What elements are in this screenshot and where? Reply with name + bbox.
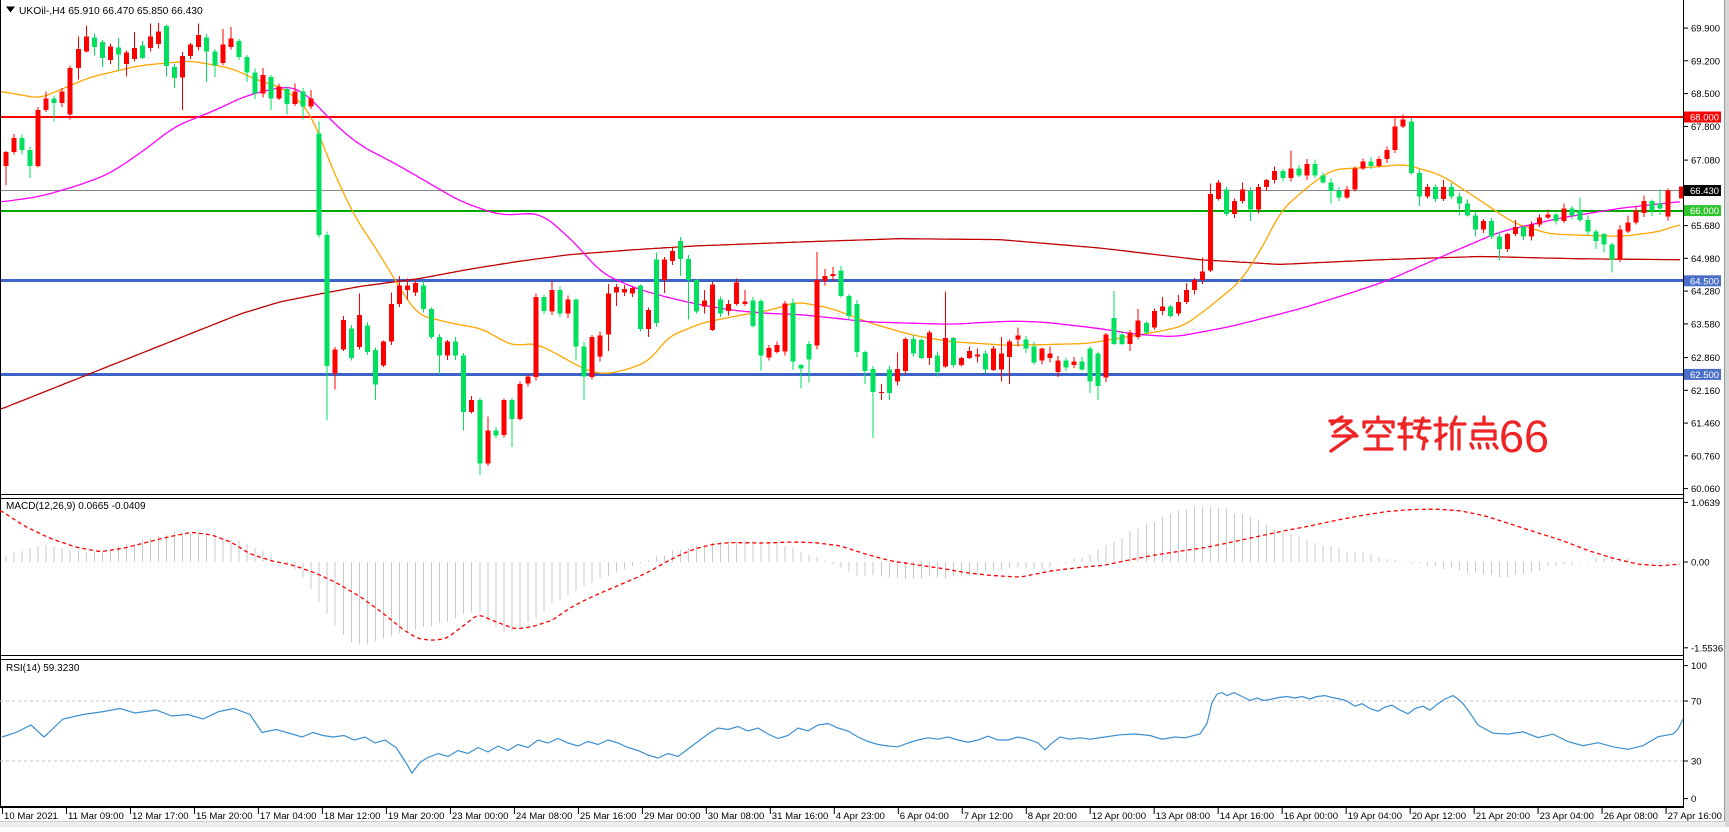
svg-text:23 Apr 04:00: 23 Apr 04:00: [1540, 811, 1594, 822]
svg-text:67.800: 67.800: [1691, 122, 1720, 133]
svg-text:26 Apr 08:00: 26 Apr 08:00: [1604, 811, 1658, 822]
svg-text:17 Mar 04:00: 17 Mar 04:00: [260, 811, 317, 822]
svg-text:62.500: 62.500: [1690, 370, 1719, 381]
svg-text:UKOil-,H4 65.910 66.470 65.85: UKOil-,H4 65.910 66.470 65.850 66.430: [19, 6, 203, 17]
svg-text:10 Mar 2021: 10 Mar 2021: [4, 811, 58, 822]
svg-text:12 Apr 00:00: 12 Apr 00:00: [1092, 811, 1146, 822]
svg-text:8 Apr 20:00: 8 Apr 20:00: [1028, 811, 1077, 822]
svg-text:19 Apr 04:00: 19 Apr 04:00: [1348, 811, 1402, 822]
svg-text:61.460: 61.460: [1691, 419, 1720, 430]
svg-text:69.200: 69.200: [1691, 56, 1720, 67]
svg-text:21 Apr 20:00: 21 Apr 20:00: [1476, 811, 1530, 822]
svg-text:62.160: 62.160: [1691, 386, 1720, 397]
svg-text:64.280: 64.280: [1691, 287, 1720, 298]
svg-text:14 Apr 16:00: 14 Apr 16:00: [1220, 811, 1274, 822]
svg-text:67.080: 67.080: [1691, 156, 1720, 167]
svg-text:60.060: 60.060: [1691, 484, 1720, 495]
svg-text:19 Mar 20:00: 19 Mar 20:00: [388, 811, 445, 822]
svg-text:25 Mar 16:00: 25 Mar 16:00: [580, 811, 637, 822]
svg-text:27 Apr 16:00: 27 Apr 16:00: [1668, 811, 1722, 822]
svg-text:30 Mar 08:00: 30 Mar 08:00: [708, 811, 765, 822]
svg-text:0: 0: [1691, 794, 1696, 805]
svg-text:6 Apr 04:00: 6 Apr 04:00: [900, 811, 949, 822]
svg-text:20 Apr 12:00: 20 Apr 12:00: [1412, 811, 1466, 822]
svg-text:64.500: 64.500: [1690, 276, 1719, 287]
svg-text:31 Mar 16:00: 31 Mar 16:00: [772, 811, 829, 822]
svg-text:4 Apr 23:00: 4 Apr 23:00: [836, 811, 885, 822]
svg-text:100: 100: [1691, 661, 1707, 672]
svg-text:29 Mar 00:00: 29 Mar 00:00: [644, 811, 701, 822]
svg-text:0.00: 0.00: [1691, 558, 1710, 569]
svg-text:65.680: 65.680: [1691, 221, 1720, 232]
svg-text:7 Apr 12:00: 7 Apr 12:00: [964, 811, 1013, 822]
svg-text:63.580: 63.580: [1691, 319, 1720, 330]
svg-text:66.430: 66.430: [1690, 186, 1719, 197]
svg-text:11 Mar 09:00: 11 Mar 09:00: [68, 811, 124, 822]
svg-text:30: 30: [1691, 757, 1702, 768]
svg-text:1.0639: 1.0639: [1691, 498, 1720, 509]
svg-text:60.760: 60.760: [1691, 451, 1720, 462]
svg-text:12 Mar 17:00: 12 Mar 17:00: [132, 811, 189, 822]
svg-text:18 Mar 12:00: 18 Mar 12:00: [324, 811, 381, 822]
svg-text:66: 66: [1499, 411, 1549, 462]
svg-text:13 Apr 08:00: 13 Apr 08:00: [1156, 811, 1210, 822]
svg-text:24 Mar 08:00: 24 Mar 08:00: [516, 811, 573, 822]
svg-text:23 Mar 00:00: 23 Mar 00:00: [452, 811, 509, 822]
svg-text:15 Mar 20:00: 15 Mar 20:00: [196, 811, 253, 822]
svg-text:-1.5536: -1.5536: [1691, 643, 1723, 654]
svg-text:66.000: 66.000: [1690, 206, 1719, 217]
svg-text:62.860: 62.860: [1691, 353, 1720, 364]
svg-text:69.900: 69.900: [1691, 24, 1720, 35]
svg-text:68.500: 68.500: [1691, 89, 1720, 100]
svg-text:RSI(14) 59.3230: RSI(14) 59.3230: [6, 663, 80, 674]
svg-text:70: 70: [1691, 697, 1702, 708]
svg-text:MACD(12,26,9) 0.0665 -0.0409: MACD(12,26,9) 0.0665 -0.0409: [6, 501, 146, 512]
svg-text:68.000: 68.000: [1690, 113, 1719, 124]
svg-text:64.980: 64.980: [1691, 254, 1720, 265]
svg-text:16 Apr 00:00: 16 Apr 00:00: [1284, 811, 1338, 822]
